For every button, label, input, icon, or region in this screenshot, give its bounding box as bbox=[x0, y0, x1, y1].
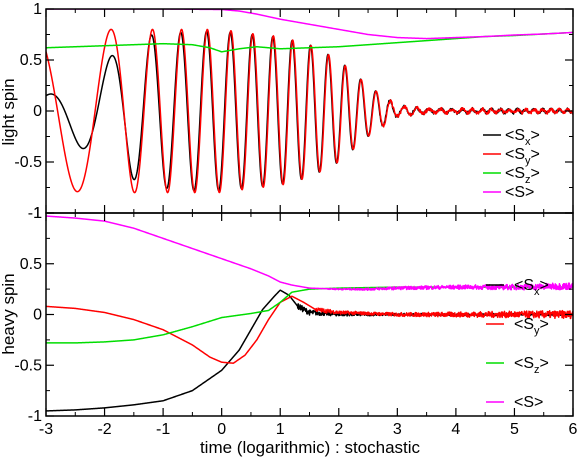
x-tick-label: -3 bbox=[39, 421, 53, 438]
legend-label-main: <S bbox=[514, 316, 534, 333]
x-tick-label: 6 bbox=[569, 421, 578, 438]
series-line-s bbox=[46, 215, 573, 291]
legend-label-main: <S bbox=[514, 277, 534, 294]
legend-label-subscript: x bbox=[525, 136, 531, 148]
legend-label: <Sy> bbox=[505, 146, 540, 167]
legend-label-close: > bbox=[531, 127, 540, 144]
legend-label-subscript: y bbox=[534, 325, 540, 337]
legend-label-close: > bbox=[531, 146, 540, 163]
y-tick-label: -1 bbox=[28, 205, 42, 222]
legend-label-subscript: z bbox=[525, 174, 531, 186]
legend-label: <S> bbox=[514, 394, 543, 411]
series-line-sz bbox=[46, 286, 573, 344]
x-tick-label: -1 bbox=[156, 421, 170, 438]
legend-label-main: <S> bbox=[505, 184, 534, 201]
plot-area bbox=[46, 215, 573, 412]
light-spin-panel: -1-0.500.51<Sx><Sy><Sz><S> bbox=[14, 1, 574, 222]
x-tick-label: 0 bbox=[217, 421, 226, 438]
series-line-sy bbox=[46, 28, 573, 194]
legend-label-main: <S bbox=[514, 355, 534, 372]
x-tick-label: 3 bbox=[393, 421, 402, 438]
y-tick-label: 0 bbox=[33, 103, 42, 120]
legend-label-main: <S bbox=[505, 146, 525, 163]
y-tick-label: 1 bbox=[33, 1, 42, 18]
legend-label: <Sz> bbox=[514, 355, 549, 376]
x-tick-label: 5 bbox=[510, 421, 519, 438]
legend-label: <S> bbox=[505, 184, 534, 201]
legend-label-main: <S bbox=[505, 127, 525, 144]
x-tick-label: -2 bbox=[97, 421, 111, 438]
legend-label-subscript: y bbox=[525, 155, 531, 167]
y-tick-label: 0 bbox=[33, 307, 42, 324]
legend-label: <Sx> bbox=[505, 127, 540, 148]
legend-label: <Sz> bbox=[505, 165, 540, 186]
x-tick-label: 4 bbox=[451, 421, 460, 438]
legend-label-close: > bbox=[540, 277, 549, 294]
y-tick-label: 1 bbox=[33, 205, 42, 222]
legend-label-main: <S bbox=[505, 165, 525, 182]
legend-label-subscript: z bbox=[534, 364, 540, 376]
x-tick-label: 1 bbox=[276, 421, 285, 438]
y-tick-label: -0.5 bbox=[14, 357, 42, 374]
legend-label-close: > bbox=[540, 355, 549, 372]
y-tick-label: 0.5 bbox=[20, 256, 42, 273]
series-line-s bbox=[46, 9, 573, 40]
heavy-spin-panel: -1-0.500.51-3 -2 -1 0 1 2 3 4 5 6<Sx><Sy><Sz><S> bbox=[14, 205, 577, 438]
legend-label: <Sy> bbox=[514, 316, 549, 337]
series-line-sx bbox=[46, 289, 573, 412]
legend-label-main: <S> bbox=[514, 394, 543, 411]
series-line-sy bbox=[46, 295, 573, 364]
legend-label: <Sx> bbox=[514, 277, 549, 298]
y-tick-label: 0.5 bbox=[20, 52, 42, 69]
light-spin-axis-label: light spin bbox=[0, 78, 18, 145]
x-tick-label: 2 bbox=[334, 421, 343, 438]
x-axis-label: time (logarithmic) : stochastic bbox=[200, 438, 421, 457]
legend-label-close: > bbox=[540, 316, 549, 333]
y-tick-label: -0.5 bbox=[14, 154, 42, 171]
plot-area bbox=[46, 9, 573, 194]
legend-label-close: > bbox=[531, 165, 540, 182]
heavy-spin-axis-label: heavy spin bbox=[0, 273, 18, 354]
y-tick-label: -1 bbox=[28, 408, 42, 425]
legend-label-subscript: x bbox=[534, 286, 540, 298]
